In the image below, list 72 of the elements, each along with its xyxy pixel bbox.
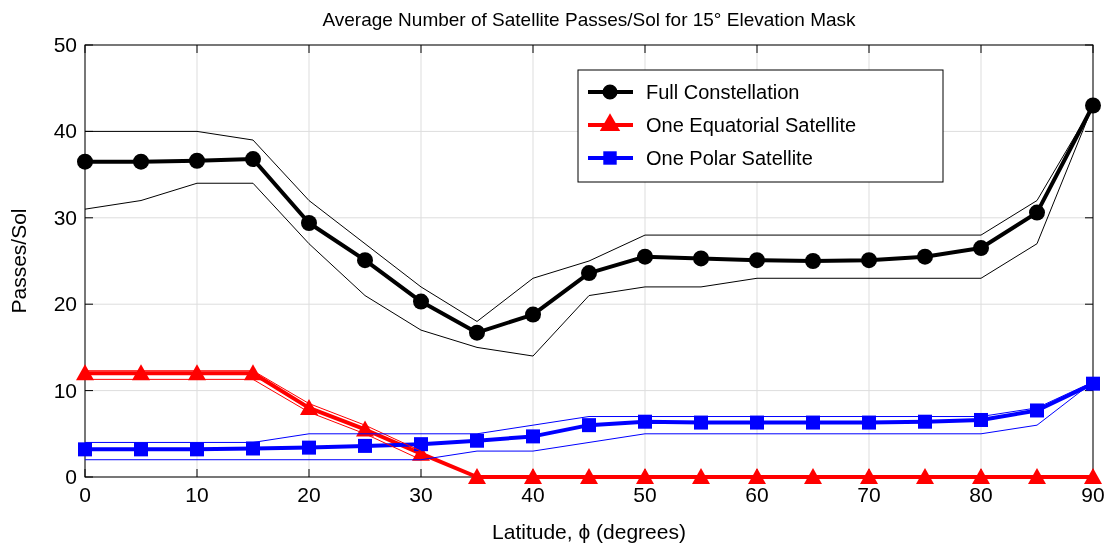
point [973,240,989,257]
point [581,265,597,282]
x-tick-label: 40 [521,483,545,506]
point [470,433,484,448]
point [918,414,932,429]
point [414,437,428,452]
point [638,414,652,429]
point [413,293,429,310]
x-tick-label: 90 [1081,483,1105,506]
x-tick-label: 20 [297,483,321,506]
point [637,248,653,265]
point [302,440,316,455]
point [358,438,372,453]
point [301,214,317,231]
point [972,468,990,484]
point [77,153,93,170]
x-tick-label: 10 [185,483,209,506]
point [1029,204,1045,221]
point [1085,97,1101,114]
y-tick-label: 0 [65,465,77,488]
point [749,252,765,269]
x-tick-label: 70 [857,483,881,506]
x-tick-label: 80 [969,483,993,506]
point [582,418,596,433]
x-tick-label: 30 [409,483,433,506]
point [694,415,708,430]
point [245,151,261,168]
chart-title: Average Number of Satellite Passes/Sol for 15° Elevation Mask [322,9,857,30]
y-tick-label: 10 [53,378,77,402]
legend-label: One Equatorial Satellite [646,114,857,136]
point [468,468,486,484]
x-tick-label: 50 [633,483,657,506]
point [750,415,764,430]
point [134,442,148,457]
point [805,253,821,269]
x-tick-label: 0 [79,483,91,506]
point [190,442,204,457]
point [917,248,933,265]
legend-label: One Polar Satellite [646,147,813,169]
y-tick-label: 30 [53,205,77,229]
x-tick-label: 60 [745,483,769,506]
y-axis-title: Passes/Sol [7,208,30,314]
point [1030,403,1044,418]
point [861,252,877,269]
point [748,468,766,484]
legend-label: Full Constellation [646,81,800,103]
point [693,250,709,267]
point [1028,468,1046,484]
point [916,468,934,484]
x-axis-title: Latitude, ϕ (degrees) [492,520,686,543]
point [1084,468,1102,484]
point [636,468,654,484]
point [469,324,485,341]
point [357,252,373,269]
point [804,468,822,484]
point [524,468,542,484]
point [1086,376,1100,391]
y-tick-label: 40 [53,119,77,143]
point [133,153,149,170]
point [806,415,820,430]
point [580,468,598,484]
y-tick-label: 50 [53,33,77,56]
point [692,468,710,484]
point [525,306,541,323]
y-tick-label: 20 [53,292,77,316]
point [862,415,876,430]
point [189,152,205,169]
point [78,442,92,457]
point [974,412,988,427]
point [526,429,540,444]
point [246,441,260,456]
point [860,468,878,484]
